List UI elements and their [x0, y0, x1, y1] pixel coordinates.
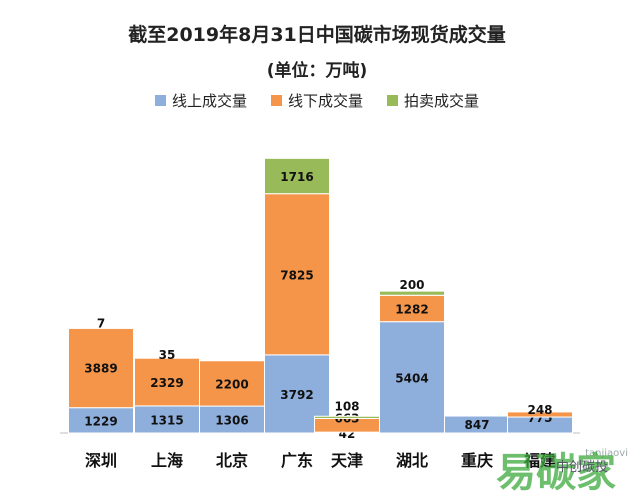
data-label-tianjin-auction: 108	[334, 399, 359, 413]
bar-guangdong-auction	[264, 157, 330, 195]
x-tick-label-fujian: 福建	[523, 451, 556, 470]
data-label-hubei-auction: 200	[399, 278, 424, 292]
watermark-brand: 易碳家	[496, 450, 616, 496]
data-label-hubei-online: 5404	[395, 371, 428, 385]
bar-guangdong-offline	[264, 193, 330, 356]
data-label-chongqing-online: 847	[464, 418, 489, 432]
data-label-shanghai-online: 1315	[150, 413, 183, 427]
legend-item-offline: 线下成交量	[270, 90, 363, 111]
bar-shenzhen-online	[68, 407, 134, 434]
bar-chongqing-offline	[444, 414, 510, 417]
data-label-beijing-offline: 2200	[215, 377, 248, 391]
legend-label-auction: 拍卖成交量	[404, 92, 480, 110]
chart-title: 截至2019年8月31日中国碳市场现货成交量	[128, 24, 506, 46]
data-label-guangdong-offline: 7825	[280, 268, 313, 282]
bar-fujian-offline	[507, 411, 573, 418]
bar-shenzhen-offline	[68, 327, 134, 409]
x-tick-label-hubei: 湖北	[396, 451, 428, 470]
x-tick-label-chongqing: 重庆	[461, 451, 493, 470]
x-tick-label-tianjin: 天津	[331, 451, 363, 470]
data-label-hubei-offline: 1282	[395, 302, 428, 316]
watermark-text: 中创碳投	[556, 460, 609, 475]
legend-swatch-online	[154, 95, 166, 106]
data-label-shenzhen-online: 1229	[84, 414, 117, 428]
data-label-guangdong-online: 3792	[280, 388, 313, 402]
data-label-guangdong-auction: 1716	[280, 170, 313, 184]
legend-item-online: 线上成交量	[154, 90, 247, 111]
bar-hubei-offline	[379, 294, 445, 323]
data-label-fujian-offline: 248	[527, 403, 552, 417]
watermark-url: tanjiaovi	[585, 448, 628, 459]
data-label-beijing-online: 1306	[215, 414, 248, 428]
data-label-shanghai-offline: 2329	[150, 376, 183, 390]
x-tick-label-beijing: 北京	[216, 451, 248, 470]
chart-subtitle: (单位：万吨)	[266, 61, 368, 81]
x-tick-label-shanghai: 上海	[151, 451, 183, 470]
x-tick-label-guangdong: 广东	[281, 451, 313, 470]
legend-item-auction: 拍卖成交量	[387, 90, 479, 111]
data-label-shenzhen-auction: 7	[97, 316, 105, 330]
legend-label-online: 线上成交量	[171, 92, 247, 110]
bar-shanghai-auction	[134, 356, 200, 359]
legend: 线上成交量 线下成交量 拍卖成交量	[0, 90, 634, 111]
data-label-shenzhen-offline: 3889	[84, 362, 117, 376]
bar-hubei-online	[379, 321, 445, 434]
x-tick-label-shenzhen: 深圳	[85, 451, 117, 470]
data-label-shanghai-auction: 35	[159, 348, 176, 362]
legend-swatch-auction	[387, 95, 398, 106]
legend-label-offline: 线下成交量	[287, 92, 363, 110]
bar-shenzhen-auction	[68, 326, 134, 329]
bar-hubei-auction	[379, 290, 445, 296]
legend-swatch-offline	[270, 95, 282, 106]
bar-tianjin-auction	[314, 415, 380, 419]
